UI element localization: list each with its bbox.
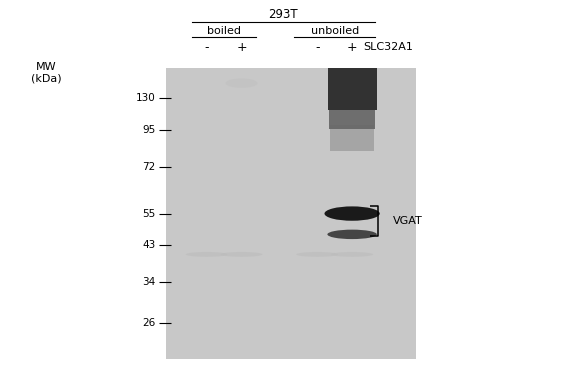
Text: -: - bbox=[315, 41, 320, 54]
Text: (kDa): (kDa) bbox=[31, 73, 62, 83]
Bar bbox=[330, 125, 374, 151]
Text: 43: 43 bbox=[142, 240, 155, 250]
Text: 95: 95 bbox=[142, 125, 155, 135]
Text: unboiled: unboiled bbox=[311, 26, 359, 36]
Bar bbox=[329, 104, 375, 129]
Text: +: + bbox=[236, 41, 247, 54]
Text: boiled: boiled bbox=[207, 26, 241, 36]
Text: 72: 72 bbox=[142, 162, 155, 172]
Bar bbox=[166, 68, 416, 359]
Ellipse shape bbox=[225, 78, 257, 88]
Ellipse shape bbox=[327, 229, 377, 239]
Ellipse shape bbox=[186, 252, 228, 257]
Ellipse shape bbox=[331, 252, 373, 257]
Text: VGAT: VGAT bbox=[393, 216, 423, 226]
Text: SLC32A1: SLC32A1 bbox=[364, 42, 414, 52]
Bar bbox=[328, 68, 377, 110]
Text: MW: MW bbox=[36, 62, 57, 72]
Text: -: - bbox=[204, 41, 209, 54]
Text: 130: 130 bbox=[136, 93, 155, 103]
Text: 26: 26 bbox=[142, 318, 155, 328]
Ellipse shape bbox=[324, 206, 379, 221]
Text: 293T: 293T bbox=[269, 8, 298, 21]
Text: 34: 34 bbox=[142, 277, 155, 287]
Ellipse shape bbox=[221, 252, 262, 257]
Text: 55: 55 bbox=[142, 209, 155, 218]
Text: +: + bbox=[347, 41, 357, 54]
Ellipse shape bbox=[296, 252, 338, 257]
